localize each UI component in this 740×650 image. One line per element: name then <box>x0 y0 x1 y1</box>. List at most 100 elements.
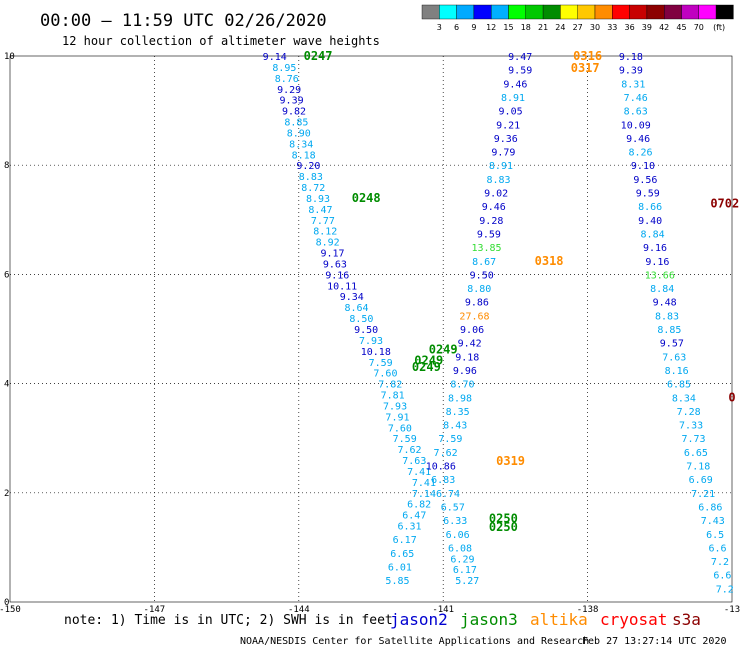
color-scale-swatch <box>612 4 630 20</box>
wave-height-point: 7.73 <box>681 434 705 445</box>
wave-height-point: 5.27 <box>455 576 479 587</box>
time-label: 0248 <box>352 191 381 205</box>
wave-height-point: 10.11 <box>327 281 357 292</box>
legend-entry: s3a <box>672 610 701 629</box>
wave-height-point: 8.93 <box>306 194 330 205</box>
wave-height-point: 10.09 <box>621 120 651 131</box>
wave-height-point: 6.5 <box>706 530 724 541</box>
wave-height-point: 7.60 <box>373 369 397 380</box>
color-scale-swatch <box>508 4 526 20</box>
wave-height-point: 8.34 <box>672 393 696 404</box>
color-scale-swatch <box>681 4 699 20</box>
wave-height-point: 6.86 <box>698 502 722 513</box>
wave-height-point: 6.06 <box>446 530 470 541</box>
time-label: 0319 <box>496 454 525 468</box>
x-tick-label: -144 <box>288 605 310 615</box>
wave-height-point: 7.2 <box>716 584 734 595</box>
wave-height-point: 7.93 <box>359 336 383 347</box>
time-label: 0250 <box>489 520 518 534</box>
wave-height-point: 7.59 <box>369 358 393 369</box>
color-scale-swatch <box>560 4 578 20</box>
legend-entry: cryosat <box>600 610 667 629</box>
color-scale-bar: 3 6 9 12 15 18 21 24 27 30 33 36 39 42 45 70 (ft) <box>421 4 734 32</box>
note-text: note: 1) Time is in UTC; 2) SWH is in fe… <box>64 613 393 628</box>
color-scale-swatch <box>629 4 648 20</box>
wave-height-point: 7.21 <box>691 489 715 500</box>
wave-height-point: 6.01 <box>388 563 412 574</box>
wave-height-point: 6.47 <box>402 511 426 522</box>
color-scale-label: 27 <box>573 23 583 32</box>
wave-height-point: 6.74 <box>436 489 460 500</box>
wave-height-point: 8.85 <box>657 325 681 336</box>
wave-height-point: 8.92 <box>316 238 340 249</box>
wave-height-point: 8.90 <box>287 128 311 139</box>
wave-height-point: 8.12 <box>313 227 337 238</box>
wave-height-point: 8.16 <box>665 366 689 377</box>
wave-height-point: 7.62 <box>397 445 421 456</box>
color-scale-swatch <box>577 4 596 20</box>
wave-height-point: 7.33 <box>679 421 703 432</box>
x-tick-label: -138 <box>577 605 599 615</box>
wave-height-point: 9.59 <box>508 66 532 77</box>
wave-height-point: 8.18 <box>292 150 316 161</box>
wave-height-point: 8.84 <box>641 229 665 240</box>
time-label: 0317 <box>571 61 600 75</box>
color-scale-label: 15 <box>503 23 513 32</box>
y-tick-label: 4 <box>4 380 9 390</box>
plot-frame <box>9 55 733 603</box>
color-scale-label: 36 <box>625 23 635 32</box>
color-scale-label: 6 <box>454 23 459 32</box>
legend-entry: altika <box>530 610 588 629</box>
time-label: 0250 <box>489 511 518 525</box>
wave-height-point: 7.14 <box>412 489 436 500</box>
wave-height-point: 7.63 <box>402 456 426 467</box>
color-scale-label: 45 <box>676 23 686 32</box>
wave-height-point: 9.57 <box>660 339 684 350</box>
color-scale-swatch <box>473 4 492 20</box>
wave-height-point: 6.6 <box>713 571 731 582</box>
credit-text: NOAA/NESDIS Center for Satellite Applica… <box>240 636 589 647</box>
wave-height-point: 7.81 <box>381 391 405 402</box>
wave-height-point: 10.86 <box>426 462 456 473</box>
color-scale-label: 21 <box>538 23 548 32</box>
wave-height-point: 6.57 <box>441 502 465 513</box>
color-scale-label: 42 <box>659 23 669 32</box>
color-scale-label: 24 <box>555 23 565 32</box>
x-tick-label: -150 <box>0 605 21 615</box>
wave-height-point: 8.64 <box>345 303 369 314</box>
wave-height-point: 7.43 <box>701 516 725 527</box>
wave-height-point: 6.83 <box>431 475 455 486</box>
wave-height-point: 8.26 <box>628 148 652 159</box>
color-scale-swatch <box>525 4 544 20</box>
wave-height-point: 9.29 <box>277 85 301 96</box>
wave-height-point: 9.82 <box>282 107 306 118</box>
wave-height-point: 9.96 <box>453 366 477 377</box>
wave-height-point: 9.16 <box>325 270 349 281</box>
y-tick-label: 8 <box>4 161 9 171</box>
wave-height-point: 8.98 <box>448 393 472 404</box>
wave-height-point: 7.91 <box>385 412 409 423</box>
wave-height-point: 9.28 <box>479 216 503 227</box>
wave-height-point: 8.63 <box>624 107 648 118</box>
wave-height-point: 8.35 <box>446 407 470 418</box>
wave-height-point: 6.6 <box>709 543 727 554</box>
wave-height-point: 7.28 <box>677 407 701 418</box>
time-label: 0 <box>728 390 735 404</box>
color-scale-swatch <box>542 4 561 20</box>
timestamp-text: Feb 27 13:27:14 UTC 2020 <box>582 636 727 647</box>
wave-height-point: 8.47 <box>308 205 332 216</box>
wave-height-point: 9.06 <box>460 325 484 336</box>
color-scale-swatch <box>698 4 717 20</box>
chart-title: 00:00 – 11:59 UTC 02/26/2020 <box>40 11 327 31</box>
color-scale-label: 12 <box>486 23 496 32</box>
wave-height-point: 8.76 <box>275 74 299 85</box>
wave-height-point: 6.65 <box>390 549 414 560</box>
wave-height-point: 8.91 <box>501 93 525 104</box>
wave-height-point: 8.84 <box>650 284 674 295</box>
wave-height-point: 6.65 <box>684 448 708 459</box>
wave-height-point: 9.56 <box>633 175 657 186</box>
color-scale-swatch <box>456 4 475 20</box>
wave-height-point: 9.39 <box>619 66 643 77</box>
wave-height-point: 27.68 <box>459 311 489 322</box>
